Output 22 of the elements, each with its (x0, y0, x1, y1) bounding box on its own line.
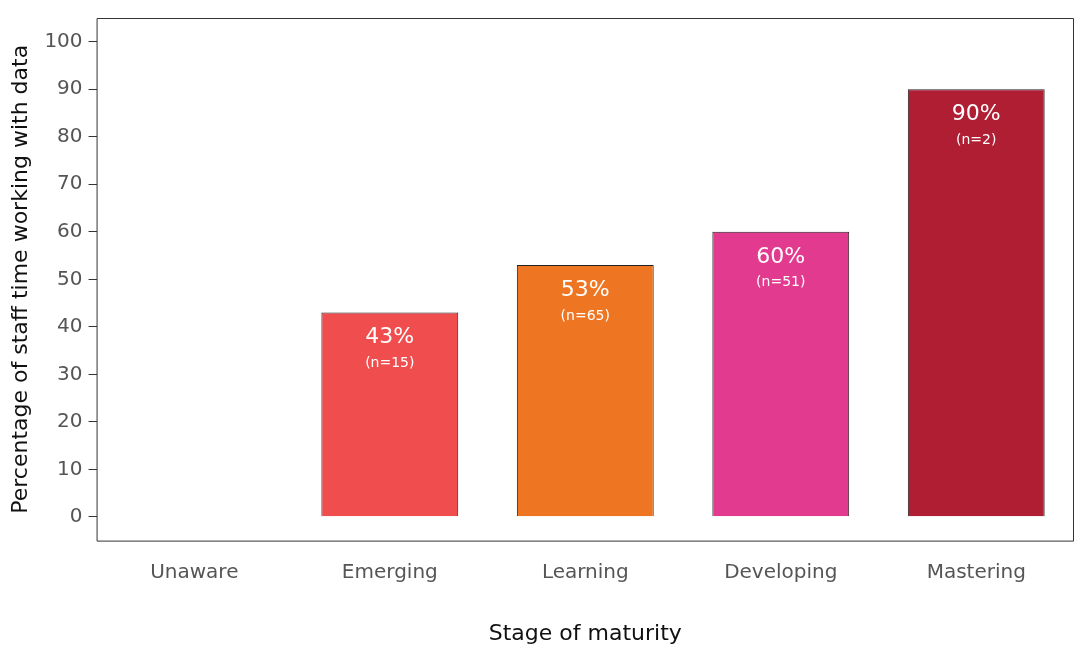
y-tick-label: 30 (57, 360, 83, 385)
y-tick-label: 10 (57, 455, 83, 480)
y-tick-label: 100 (44, 27, 83, 52)
x-tick-label: Learning (541, 558, 629, 583)
y-tick-label: 60 (57, 217, 83, 242)
y-tick-label: 20 (57, 408, 83, 433)
data-label: 53% (n=65) (560, 275, 610, 323)
y-axis-title: Percentage of staff time working with data (6, 44, 32, 514)
y-tick-label: 0 (69, 503, 83, 528)
x-tick-label: Mastering (926, 558, 1026, 583)
data-label: 90% (n=2) (951, 99, 1001, 147)
y-tick-label: 40 (57, 313, 83, 338)
y-tick-label: 80 (57, 122, 83, 147)
x-tick-label: Unaware (150, 558, 239, 583)
y-tick-label: 90 (57, 75, 83, 100)
x-tick-label: Developing (724, 558, 838, 583)
x-tick-label: Emerging (341, 558, 438, 583)
data-label: 43% (n=15) (365, 323, 415, 371)
y-tick-label: 70 (57, 170, 83, 195)
data-label: 60% (n=51) (756, 242, 806, 290)
x-axis-title: Stage of maturity (488, 619, 682, 645)
y-tick-label: 50 (57, 265, 83, 290)
